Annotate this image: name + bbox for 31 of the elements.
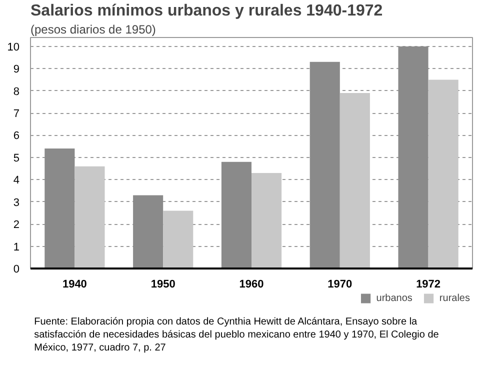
y-tick-label: 7 [13, 108, 20, 120]
y-tick-label: 3 [13, 196, 20, 209]
bar [428, 80, 458, 268]
bar [74, 166, 105, 268]
x-tick-label: 1970 [328, 278, 352, 290]
bar [340, 93, 370, 268]
source-note: Fuente: Elaboración propia con datos de Cynthia Hewitt de Alcántara, Ensayo sobre la satisfacción de necesidades básicas del pueblo mexicano entre 1940 y 1970, El Colegio de México, 1977, cuadro 7, p. 27 [34, 316, 440, 354]
x-tick-label: 1950 [150, 278, 176, 290]
bar [252, 172, 282, 268]
legend-label: rurales [439, 292, 470, 304]
bar [44, 148, 75, 268]
bar [398, 46, 428, 268]
bar [163, 210, 194, 268]
y-tick-label: 1 [13, 241, 20, 254]
y-tick-label: 10 [7, 41, 20, 54]
x-tick-label: 1972 [416, 278, 441, 290]
bar [133, 195, 164, 268]
y-tick-label: 9 [13, 64, 20, 76]
bar [221, 162, 252, 268]
y-tick-label: 0 [13, 264, 20, 276]
y-tick-label: 5 [13, 152, 20, 164]
y-tick-label: 2 [13, 219, 20, 232]
x-tick-label: 1960 [239, 278, 264, 290]
y-tick-label: 6 [13, 130, 20, 142]
chart-subtitle: (pesos diarios de 1950) [30, 22, 156, 36]
chart-title: Salarios mínimos urbanos y rurales 1940-1972 [30, 2, 383, 20]
x-tick-label: 1940 [62, 278, 87, 290]
y-tick-label: 8 [13, 86, 20, 98]
legend-label: urbanos [376, 292, 412, 304]
bar [310, 62, 340, 268]
y-tick-label: 4 [13, 174, 20, 187]
